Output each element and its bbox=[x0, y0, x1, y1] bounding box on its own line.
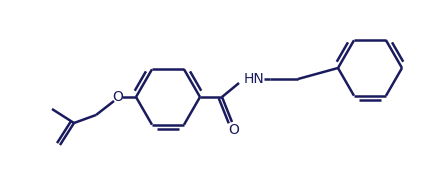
Text: O: O bbox=[112, 90, 124, 104]
Text: HN: HN bbox=[244, 72, 265, 86]
Text: O: O bbox=[228, 123, 239, 137]
